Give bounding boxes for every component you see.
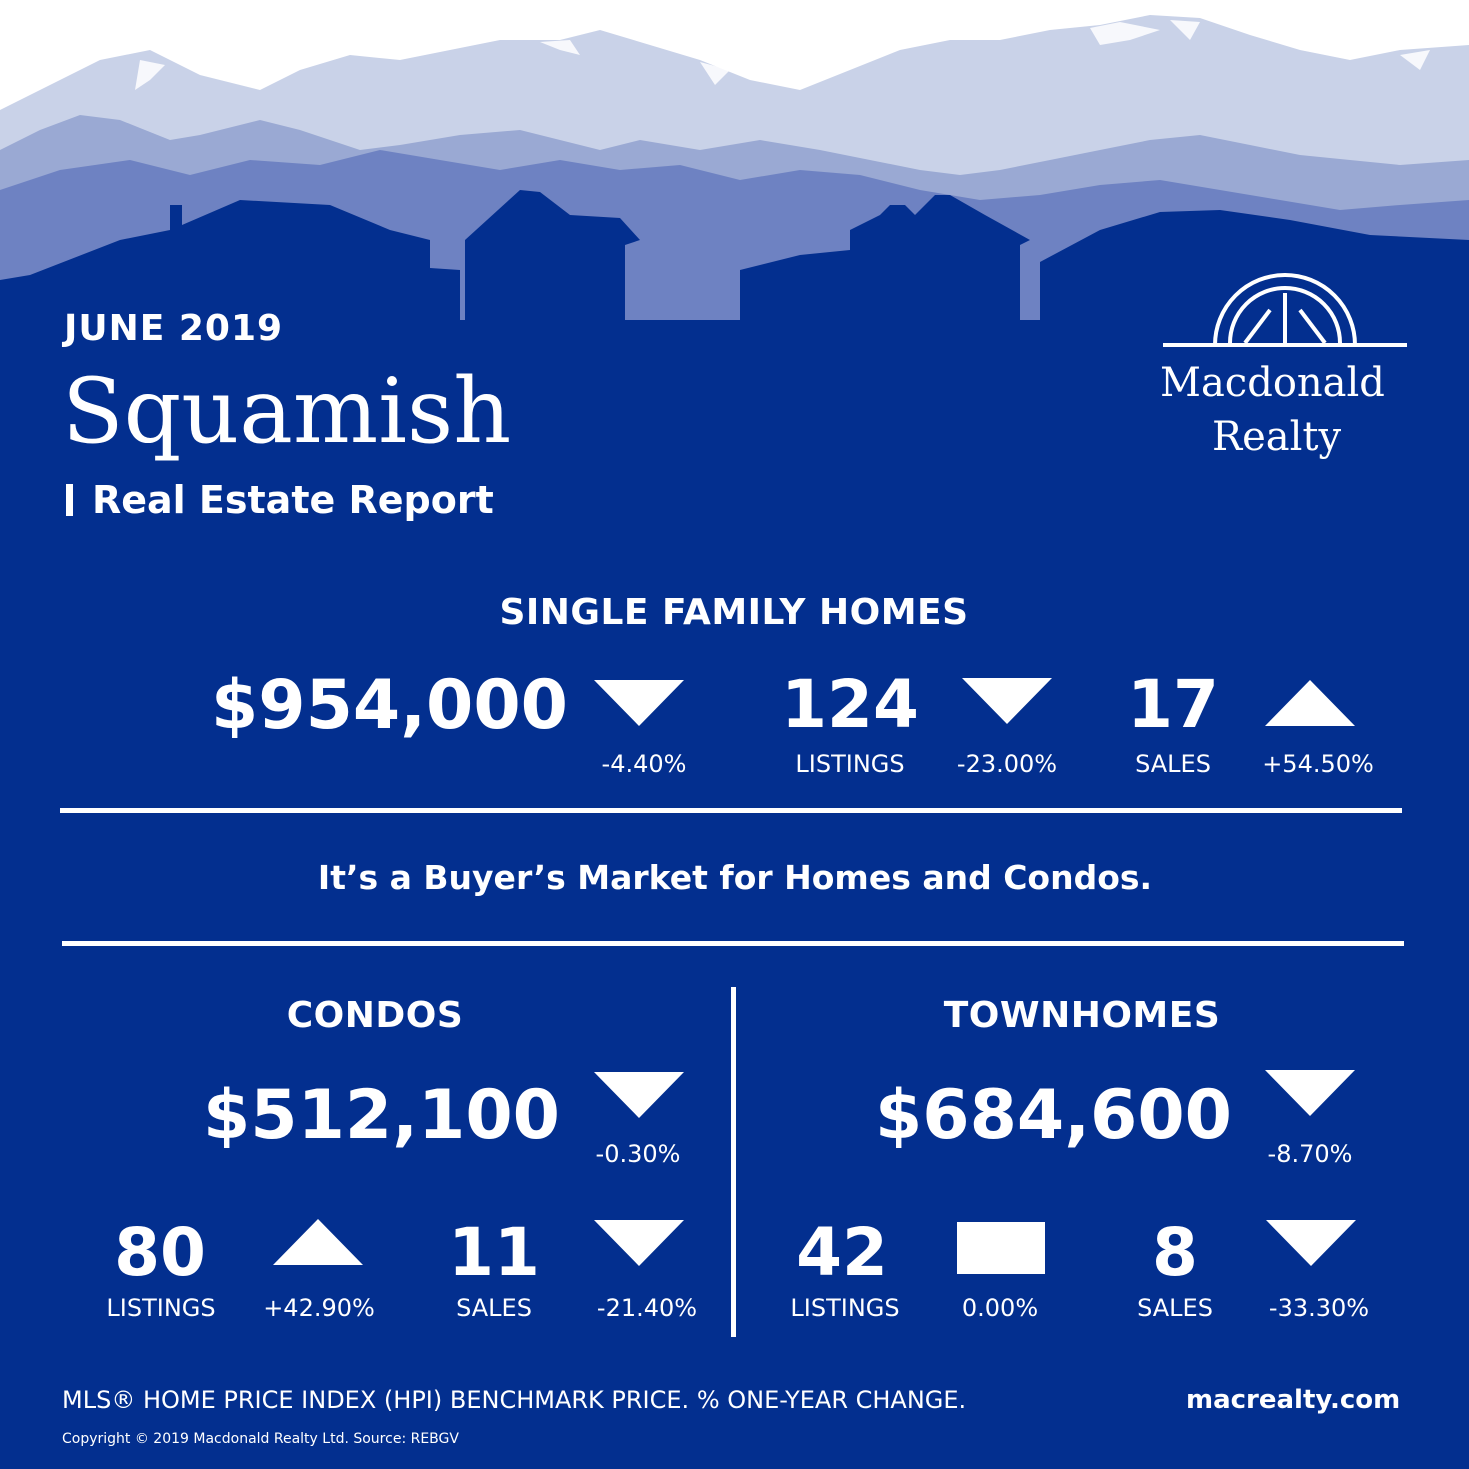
townhomes-sales-change: -33.30%: [1268, 1294, 1370, 1322]
condos-heading: CONDOS: [286, 995, 464, 1036]
report-subtitle: Real Estate Report: [92, 478, 494, 522]
sfh-heading: SINGLE FAMILY HOMES: [499, 592, 969, 633]
townhomes-listings-value: 42: [796, 1214, 888, 1291]
website-link[interactable]: macrealty.com: [1186, 1385, 1401, 1415]
trend-arrows: [273, 678, 1356, 1274]
subtitle-bar: [66, 484, 73, 516]
condos-listings-value: 80: [114, 1214, 206, 1291]
middle-rule: [62, 941, 1404, 946]
town-price-down-arrow-icon: [1265, 1070, 1355, 1116]
macdonald-logo-emblem: [1163, 273, 1407, 347]
condos-price: $512,100: [202, 1076, 560, 1155]
condos-listings-label: LISTINGS: [106, 1294, 216, 1322]
top-rule: [60, 808, 1402, 813]
townhomes-listings-change: 0.00%: [961, 1294, 1039, 1322]
city-name: Squamish: [62, 359, 512, 464]
sfh-price: $954,000: [210, 666, 568, 745]
town-listings-flat-icon: [957, 1222, 1045, 1274]
condos-listings-change: +42.90%: [263, 1294, 375, 1322]
copyright: Copyright © 2019 Macdonald Realty Ltd. S…: [62, 1431, 459, 1447]
brand-name-line2: Realty: [1212, 414, 1342, 460]
townhomes-price: $684,600: [874, 1076, 1232, 1155]
condo-sales-down-arrow-icon: [594, 1220, 684, 1266]
sfh-price-down-arrow-icon: [594, 680, 684, 726]
sfh-listings-change: -23.00%: [956, 750, 1058, 778]
townhomes-sales-value: 8: [1152, 1214, 1198, 1291]
townhomes-listings-label: LISTINGS: [790, 1294, 900, 1322]
sfh-sales-up-arrow-icon: [1265, 680, 1355, 726]
sfh-sales-label: SALES: [1135, 750, 1211, 778]
townhomes-price-change: -8.70%: [1267, 1140, 1353, 1168]
market-tagline: It’s a Buyer’s Market for Homes and Cond…: [317, 858, 1153, 897]
condo-price-down-arrow-icon: [594, 1072, 684, 1118]
sfh-listings-value: 124: [781, 666, 919, 743]
sfh-sales-change: +54.50%: [1262, 750, 1374, 778]
condos-sales-change: -21.40%: [596, 1294, 698, 1322]
column-divider: [731, 987, 736, 1337]
house-silhouettes: [0, 190, 1469, 330]
condos-price-change: -0.30%: [595, 1140, 681, 1168]
report-date: JUNE 2019: [64, 308, 284, 349]
townhomes-sales-label: SALES: [1137, 1294, 1213, 1322]
sfh-sales-value: 17: [1127, 666, 1219, 743]
snow-caps: [135, 20, 1430, 90]
brand-name-line1: Macdonald: [1160, 360, 1385, 406]
sfh-listings-label: LISTINGS: [795, 750, 905, 778]
condos-sales-value: 11: [448, 1214, 540, 1291]
town-sales-down-arrow-icon: [1266, 1220, 1356, 1266]
sfh-price-change: -4.40%: [601, 750, 687, 778]
townhomes-heading: TOWNHOMES: [943, 995, 1221, 1036]
sfh-listings-down-arrow-icon: [962, 678, 1052, 724]
footer-note: MLS® HOME PRICE INDEX (HPI) BENCHMARK PR…: [62, 1386, 967, 1414]
condos-sales-label: SALES: [456, 1294, 532, 1322]
condo-listings-up-arrow-icon: [273, 1219, 363, 1265]
